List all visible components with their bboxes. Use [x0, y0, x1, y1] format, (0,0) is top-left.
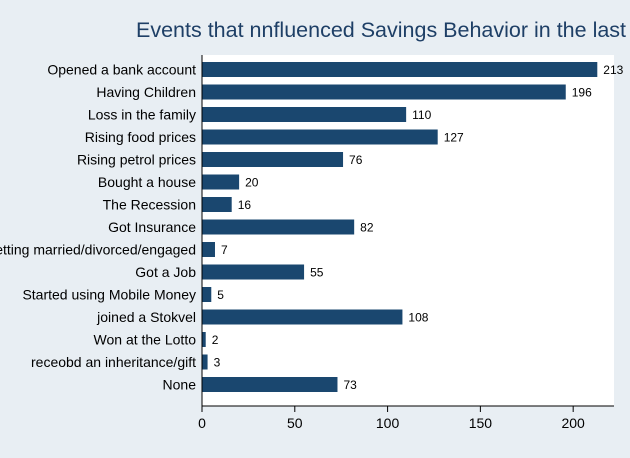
bar-value-label: 82 [360, 221, 374, 235]
bar [202, 84, 566, 100]
bar [202, 152, 344, 167]
bar-value-label: 7 [221, 243, 228, 257]
bar-value-label: 73 [343, 378, 357, 392]
category-label: Won at the Lotto [94, 332, 197, 348]
bar [202, 107, 407, 122]
bar [202, 377, 338, 392]
category-label: Bought a house [98, 174, 196, 190]
bars-group [202, 62, 598, 392]
x-tick-label: 150 [469, 415, 493, 431]
x-axis-ticks-group: 0 50 100 150 200 [198, 406, 585, 431]
bar [202, 309, 403, 325]
bar [202, 219, 355, 235]
category-label: joined a Stokvel [96, 309, 196, 325]
category-label: Rising petrol prices [77, 152, 196, 168]
category-label: Got a Job [135, 264, 196, 280]
bar-value-label: 16 [238, 198, 252, 212]
bar-value-label: 108 [408, 311, 428, 325]
bar-value-label: 3 [214, 356, 221, 370]
bar-value-label: 76 [349, 153, 363, 167]
bar [202, 62, 598, 77]
category-label: None [163, 377, 197, 393]
category-label: receobd an inheritance/gift [31, 354, 196, 370]
bar [202, 354, 208, 370]
category-label: Got Insurance [108, 219, 196, 235]
category-label: Having Children [96, 84, 196, 100]
bar-value-label: 196 [572, 86, 592, 100]
category-label: Rising food prices [85, 129, 196, 145]
bar [202, 332, 206, 347]
category-label: Loss in the family [88, 107, 196, 123]
chart-title: Events that nnfluenced Savings Behavior … [136, 18, 626, 42]
bar [202, 264, 305, 280]
bar [202, 129, 438, 145]
x-tick-label: 0 [198, 415, 206, 431]
category-label: The Recession [103, 197, 196, 213]
x-tick-label: 100 [376, 415, 400, 431]
bar-value-label: 5 [217, 288, 224, 302]
x-tick-label: 50 [287, 415, 303, 431]
bar-value-label: 20 [245, 176, 259, 190]
bar-value-label: 110 [412, 108, 431, 122]
category-label: Getting married/divorced/engaged [0, 242, 196, 258]
bar-value-label: 127 [444, 131, 464, 145]
bar [202, 242, 215, 257]
bar-value-label: 55 [310, 266, 324, 280]
category-labels-group: Opened a bank account Having Children Loss… [0, 62, 196, 393]
bar [202, 197, 232, 212]
bar-value-label: 2 [212, 333, 219, 347]
x-tick-label: 200 [561, 415, 585, 431]
bar [202, 174, 240, 190]
bar [202, 287, 212, 302]
category-label: Started using Mobile Money [22, 287, 196, 303]
bar-value-label: 213 [603, 63, 623, 77]
category-label: Opened a bank account [47, 62, 196, 78]
